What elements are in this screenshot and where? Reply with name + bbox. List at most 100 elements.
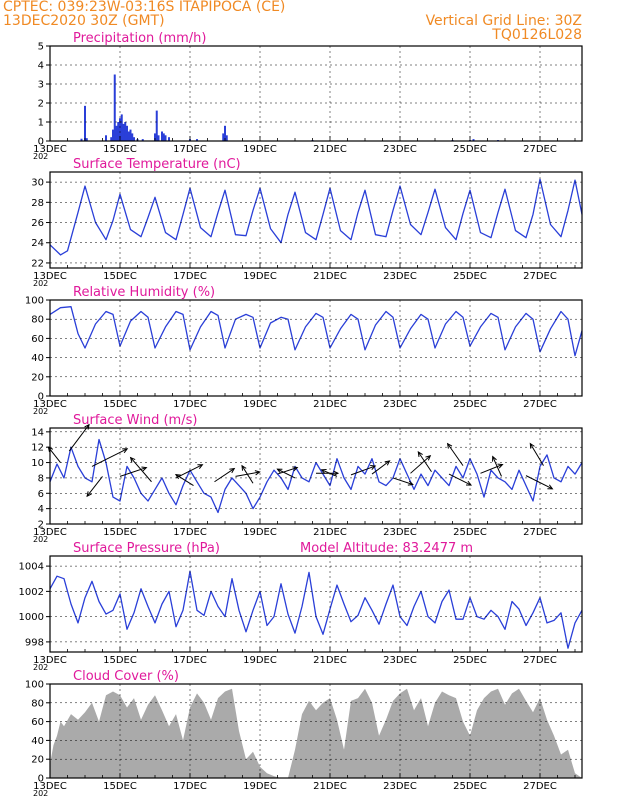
cloud-xtick-label: 13DEC — [33, 781, 67, 792]
temp-title: Surface Temperature (nC) — [73, 157, 241, 172]
cloud-ytick-label: 20 — [31, 755, 44, 766]
precip-title: Precipitation (mm/h) — [73, 31, 206, 46]
wind-vector — [214, 468, 235, 483]
press-xtick-label: 25DEC — [453, 655, 487, 666]
cloud-xtick-label: 21DEC — [313, 781, 347, 792]
press-ytick-label: 1004 — [19, 562, 44, 573]
wind-title: Surface Wind (m/s) — [73, 413, 197, 428]
rh-ytick-label: 40 — [31, 353, 44, 364]
precip-xtick-label: 19DEC — [243, 144, 277, 155]
wind-vector — [91, 448, 128, 467]
wind-vector-head — [446, 442, 453, 449]
precip-bar — [162, 133, 165, 141]
precip-bar — [122, 123, 125, 141]
precip-bar — [141, 139, 144, 141]
precip-bar — [196, 139, 198, 141]
press-xtick-label: 15DEC — [103, 655, 137, 666]
temp-xtick-label: 19DEC — [243, 271, 277, 282]
temp-xtick-label: 23DEC — [383, 271, 417, 282]
precip-bar — [157, 135, 160, 141]
wind-vector-head — [197, 464, 204, 469]
precip-ytick-label: 4 — [38, 61, 44, 72]
press-series-line — [49, 570, 583, 649]
temp-xtick-label: 13DEC — [33, 271, 67, 282]
cloud-ytick-label: 60 — [31, 717, 44, 728]
precip-bar — [80, 138, 83, 141]
press-frame — [49, 555, 583, 653]
wind-vector — [119, 467, 147, 477]
press-title: Surface Pressure (hPa) — [73, 541, 220, 556]
wind-vector-head — [276, 468, 283, 474]
temp-panel: 22 24 26 28 30 13DEC 15DEC 17DEC 19DEC 21DEC 23DEC… — [31, 157, 583, 288]
press-ytick-label: 998 — [25, 637, 44, 648]
wind-vector — [175, 464, 203, 479]
precip-bar — [105, 135, 107, 141]
rh-xtick-label: 17DEC — [173, 399, 207, 410]
wind-year-fragment: 202 — [33, 535, 48, 544]
rh-ytick-label: 100 — [25, 296, 44, 307]
wind-vector-head — [425, 454, 432, 461]
precip-bar — [224, 125, 226, 141]
wind-xtick-label: 21DEC — [313, 527, 347, 538]
press-xtick-label: 19DEC — [243, 655, 277, 666]
wind-panel: 2 4 6 8 10 12 14 13DEC 15DEC 17DEC 19DEC 21DEC 23DEC… — [31, 413, 583, 544]
cloud-ytick-label: 0 — [38, 774, 44, 785]
cloud-xtick-label: 23DEC — [383, 781, 417, 792]
cloud-title: Cloud Cover (%) — [73, 669, 179, 684]
wind-vector-head — [492, 455, 497, 462]
cloud-xtick-label: 25DEC — [453, 781, 487, 792]
cloud-year-fragment: 202 — [33, 789, 48, 798]
rh-xtick-label: 21DEC — [313, 399, 347, 410]
precip-bar — [161, 131, 163, 141]
station-header: CPTEC: 039:23W-03:16S ITAPIPOCA (CE) — [3, 0, 286, 15]
wind-vector-head — [547, 484, 554, 490]
temp-xtick-label: 17DEC — [173, 271, 207, 282]
cloud-panel: 0 20 40 60 80 100 13DEC 15DEC 17DEC 19DEC 21DEC 23D… — [25, 669, 583, 798]
temp-ytick-label: 22 — [31, 258, 44, 269]
wind-vector-head — [174, 473, 181, 480]
press-ytick-label: 1002 — [19, 587, 44, 598]
precip-bar — [110, 137, 113, 141]
wind-vector-head — [292, 466, 299, 472]
precip-panel: 0 1 2 3 4 5 13DEC 15DEC 17DEC 19DEC 21DEC 23DEC 25DE… — [33, 31, 583, 161]
wind-vector — [492, 456, 502, 477]
wind-vector — [448, 473, 472, 486]
press-xtick-label: 13DEC — [33, 655, 67, 666]
cloud-xtick-label: 27DEC — [523, 781, 557, 792]
wind-ytick-label: 10 — [31, 458, 44, 469]
wind-vector — [529, 443, 544, 466]
rh-frame — [49, 299, 583, 397]
wind-vector — [417, 451, 432, 473]
press-panel: 998 1000 1002 1004 13DEC 15DEC 17DEC 19DEC 21DEC… — [19, 541, 583, 672]
precip-bar — [113, 74, 116, 141]
cloud-area — [50, 688, 582, 778]
precip-bar — [129, 129, 132, 141]
wind-vector-head — [241, 464, 247, 471]
temp-xtick-label: 25DEC — [453, 271, 487, 282]
precip-frame — [49, 45, 583, 142]
wind-vector — [277, 467, 298, 475]
wind-vector — [350, 465, 376, 476]
rh-ytick-label: 60 — [31, 334, 44, 345]
temp-ytick-label: 24 — [31, 238, 44, 249]
wind-xtick-label: 13DEC — [33, 527, 67, 538]
wind-xtick-label: 25DEC — [453, 527, 487, 538]
precip-bar — [155, 110, 158, 141]
temp-xtick-label: 21DEC — [313, 271, 347, 282]
wind-vector-head — [370, 465, 377, 470]
wind-frame — [49, 427, 583, 525]
wind-ytick-label: 6 — [38, 489, 44, 500]
press-xtick-label: 23DEC — [383, 655, 417, 666]
precip-bar — [127, 131, 130, 141]
precip-bar — [124, 122, 127, 141]
temp-year-fragment: 202 — [33, 279, 48, 288]
precip-xtick-label: 17DEC — [173, 144, 207, 155]
press-xtick-label: 17DEC — [173, 655, 207, 666]
wind-ytick-label: 4 — [38, 504, 44, 515]
rh-xtick-label: 15DEC — [103, 399, 137, 410]
cloud-frame — [49, 683, 583, 779]
precip-bar — [84, 105, 86, 141]
precip-bar — [120, 114, 123, 141]
precip-bar — [222, 133, 225, 141]
